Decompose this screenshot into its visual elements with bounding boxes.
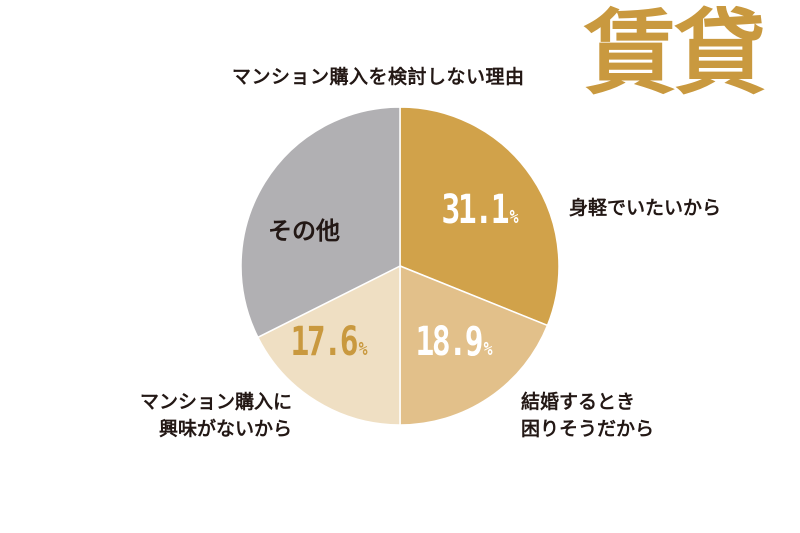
pie-value-unit-3: % — [359, 338, 369, 360]
rental-badge: 賃貸 — [584, 0, 766, 107]
pie-value-number-2: 18.9 — [415, 319, 482, 365]
slice-label-other: その他 — [268, 217, 340, 245]
slice-label-interest: マンション購入に 興味がないから — [135, 389, 292, 443]
pie-value-number-3: 17.6 — [290, 319, 357, 365]
pie-value-labels: 31.1 %18.9 %17.6% — [290, 187, 519, 365]
slice-label-marriage-line2: 困りそうだから — [521, 417, 655, 440]
slice-label-marriage: 結婚するとき 困りそうだから — [521, 389, 654, 443]
slice-label-interest-line2: 興味がないから — [158, 417, 292, 440]
chart-title: マンション購入を検討しない理由 — [232, 66, 525, 88]
pie-value-label-2: 18.9% — [415, 319, 493, 365]
pie-slice-2 — [399, 264, 549, 426]
pie-slice-3 — [256, 264, 401, 426]
pie-slices — [240, 106, 560, 426]
pie-value-unit-2: % — [484, 338, 494, 360]
slice-label-interest-line1: マンション購入に — [139, 391, 292, 413]
pie-value-label-3: 17.6% — [290, 319, 368, 365]
slice-label-marriage-line1: 結婚するとき — [521, 391, 636, 413]
pie-value-unit-1: % — [510, 206, 520, 228]
pie-slice-4 — [240, 106, 401, 339]
slice-label-light: 身軽でいたいから — [569, 197, 722, 219]
pie-value-number-1: 31.1 — [441, 187, 508, 233]
pie-slice-1 — [399, 106, 560, 327]
pie-value-label-1: 31.1% — [441, 187, 519, 233]
